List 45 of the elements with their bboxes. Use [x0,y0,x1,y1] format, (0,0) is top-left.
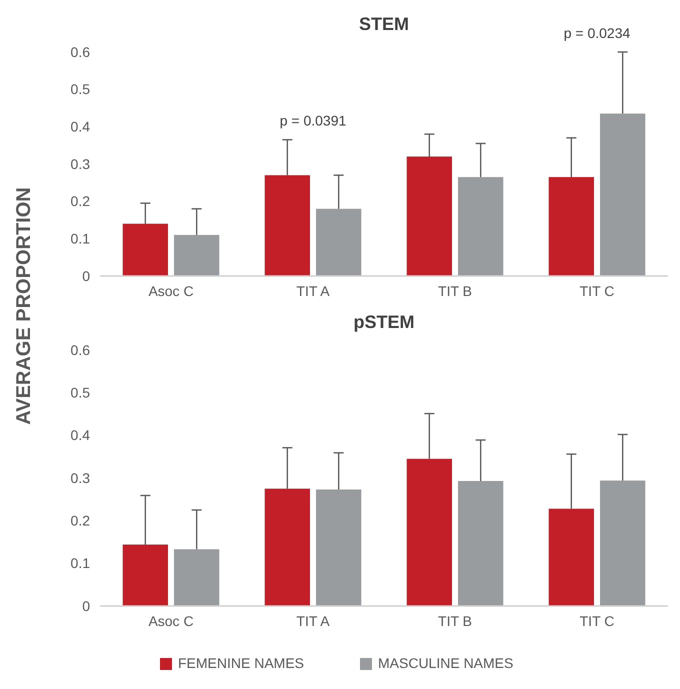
y-tick-label: 0.2 [70,193,90,210]
bar [316,490,362,606]
y-tick-label: 0.3 [70,156,90,172]
text: p = 0.0234 [564,25,630,41]
x-tick-label: Asoc C [148,283,194,299]
x-tick-label: TIT C [580,283,614,299]
y-tick-label: 0.4 [70,118,90,135]
bar [264,488,310,606]
y-tick-label: 0.2 [70,512,90,529]
y-tick-label: 0.3 [70,470,90,486]
y-tick-label: 0 [82,598,90,614]
bar [122,544,168,606]
bar [600,114,646,276]
annotation: p = 0.0391 [280,112,346,129]
bar [406,156,452,276]
x-tick-label: TIT C [580,613,614,629]
bar [264,175,310,276]
x-tick-label: TIT B [438,283,472,299]
bar [458,480,504,606]
y-tick-label: 0.6 [70,44,90,60]
bar [316,208,362,276]
x-tick-label: TIT B [438,613,472,629]
y-tick-label: 0.5 [70,81,90,98]
legend-label: MASCULINE NAMES [378,655,514,671]
legend-label: FEMENINE NAMES [178,655,304,671]
y-tick-label: 0.5 [70,384,90,401]
bar [548,508,594,606]
x-tick-label: Asoc C [148,613,194,629]
bar [458,177,504,276]
y-axis-title: AVERAGE PROPORTION [13,187,35,425]
y-tick-label: 0.6 [70,342,90,358]
y-tick-label: 0.1 [70,555,90,572]
bar [600,480,646,606]
y-tick-label: 0 [82,268,90,284]
chart-title: STEM [358,14,410,34]
y-tick-label: 0.1 [70,230,90,247]
bar [174,234,220,276]
chart-title: pSTEM [354,312,414,332]
bar [122,224,168,276]
x-tick-label: TIT A [296,613,330,629]
y-tick-label: 0.4 [70,427,90,444]
bar [406,458,452,606]
x-tick-label: TIT A [296,283,330,299]
bar [174,549,220,606]
bar [548,177,594,276]
